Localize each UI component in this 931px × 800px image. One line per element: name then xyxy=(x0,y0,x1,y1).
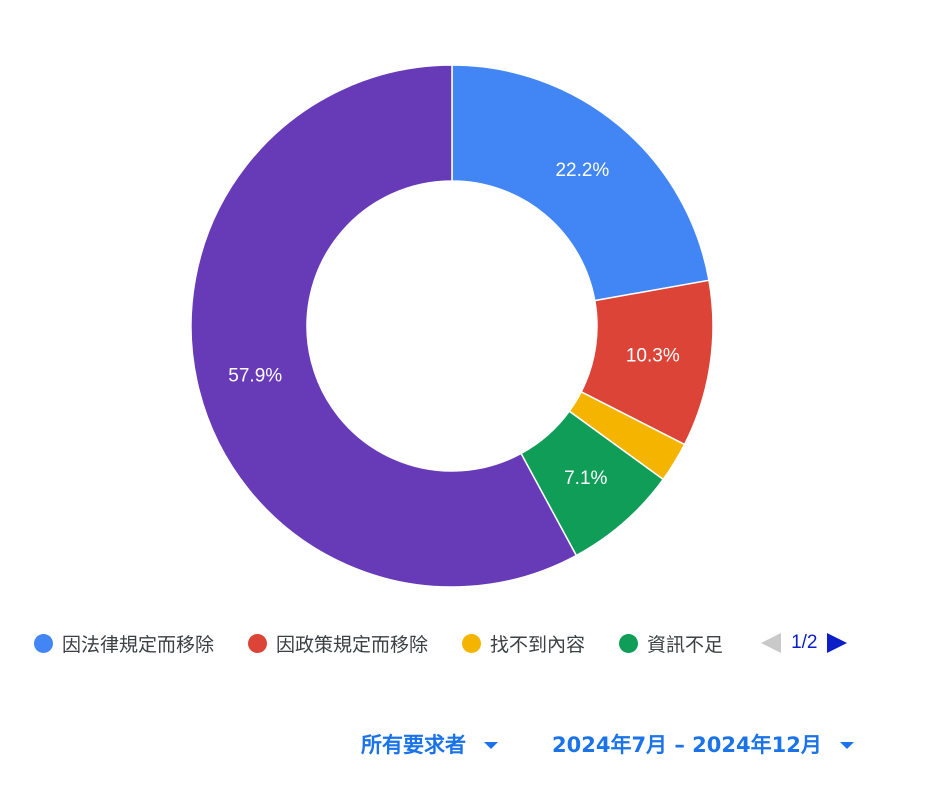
legend-item-policy-removal[interactable]: 因政策規定而移除 xyxy=(248,630,428,657)
next-page-icon[interactable] xyxy=(827,633,848,653)
legend-pager: 1/2 xyxy=(761,632,848,654)
legend-swatch xyxy=(248,633,268,653)
date-range-dropdown-label: 2024年7月 – 2024年12月 xyxy=(552,733,822,757)
slice-percent-label: 7.1% xyxy=(564,468,607,489)
legend-swatch xyxy=(462,633,482,653)
requester-dropdown[interactable]: 所有要求者 xyxy=(361,724,498,764)
filter-bar: 所有要求者 2024年7月 – 2024年12月 xyxy=(0,724,931,764)
legend-item-content-not-found[interactable]: 找不到內容 xyxy=(462,630,585,657)
legend-item-legal-removal[interactable]: 因法律規定而移除 xyxy=(34,630,214,657)
previous-page-icon[interactable] xyxy=(761,633,782,653)
legend-page-indicator: 1/2 xyxy=(791,632,818,653)
legend-label: 找不到內容 xyxy=(490,633,586,656)
chevron-down-icon xyxy=(839,741,854,749)
legend-label: 因政策規定而移除 xyxy=(276,633,429,656)
requester-dropdown-label: 所有要求者 xyxy=(361,733,466,757)
slice-percent-label: 22.2% xyxy=(555,160,609,181)
legend-item-insufficient-info[interactable]: 資訊不足 xyxy=(619,630,723,657)
slice-legal-removal[interactable] xyxy=(451,64,710,302)
legend-label: 資訊不足 xyxy=(647,633,724,656)
legend-label: 因法律規定而移除 xyxy=(62,633,215,656)
slice-percent-label: 57.9% xyxy=(228,365,282,386)
legend-swatch xyxy=(619,633,639,653)
donut-chart: 22.2% 10.3% 7.1% 57.9% xyxy=(190,64,714,588)
chevron-down-icon xyxy=(484,741,498,749)
slice-other[interactable] xyxy=(190,64,578,588)
slice-percent-label: 10.3% xyxy=(626,345,680,366)
legend: 因法律規定而移除 因政策規定而移除 找不到內容 資訊不足 1/2 xyxy=(34,626,848,660)
legend-swatch xyxy=(34,633,53,653)
date-range-dropdown[interactable]: 2024年7月 – 2024年12月 xyxy=(552,724,854,764)
